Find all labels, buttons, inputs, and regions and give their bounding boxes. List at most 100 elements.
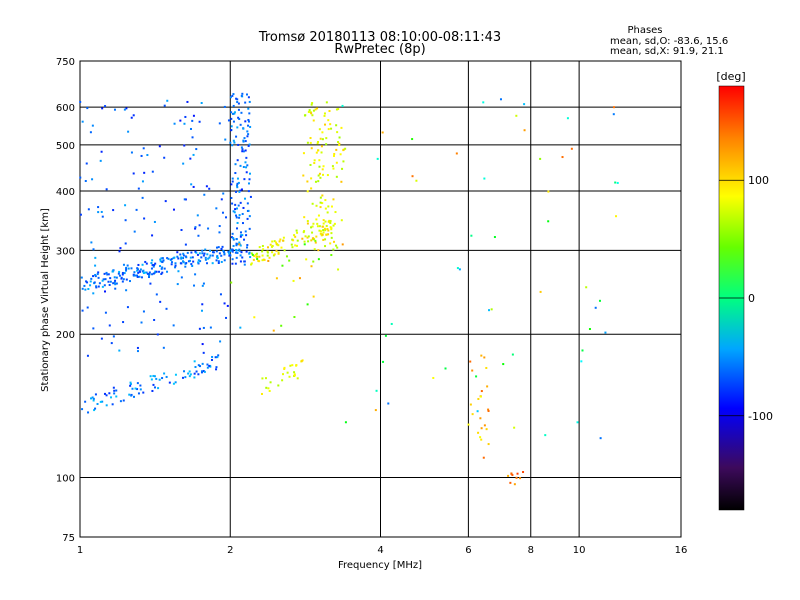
data-point-1-26 [105,394,108,397]
data-point-6-1 [293,373,296,376]
data-point-5-62 [321,168,324,171]
data-point-2-78 [97,206,100,209]
data-point-5-33 [306,222,309,225]
data-point-3-80 [231,232,234,235]
data-point-8-0 [522,471,525,474]
data-point-1-57 [115,395,118,398]
data-point-1-10 [115,389,118,392]
data-point-2-58 [149,282,152,285]
data-point-2-126 [136,346,139,349]
data-point-0-140 [216,256,219,259]
x-tick-label-3: 6 [465,545,471,556]
data-point-5-43 [332,154,335,157]
data-point-9-47 [566,117,569,120]
data-point-5-36 [324,123,327,126]
y-tick-label-2: 200 [56,330,75,341]
data-point-0-72 [154,262,157,265]
data-point-2-105 [104,105,107,108]
data-point-3-49 [247,209,250,212]
data-point-5-8 [310,177,313,180]
data-point-5-96 [319,201,322,204]
data-points [79,92,619,486]
data-point-3-113 [245,156,248,159]
data-point-1-36 [101,400,104,403]
data-point-0-39 [97,285,100,288]
data-point-9-18 [499,98,502,101]
data-point-4-21 [330,228,333,231]
data-point-4-54 [283,249,286,252]
data-point-3-10 [236,101,239,104]
data-point-0-201 [144,260,147,263]
data-point-3-54 [249,256,252,259]
data-point-2-85 [137,187,140,190]
data-point-2-81 [201,303,204,306]
data-point-9-38 [390,322,393,325]
data-point-0-178 [90,277,93,280]
data-point-1-33 [155,377,158,380]
data-point-0-207 [170,258,173,261]
data-point-3-29 [247,124,250,127]
data-point-5-80 [317,249,320,252]
data-point-2-5 [92,327,95,330]
data-point-0-111 [192,260,195,263]
data-point-3-42 [234,262,237,265]
data-point-9-14 [570,147,573,150]
data-point-5-65 [311,202,314,205]
data-point-2-7 [202,282,205,285]
data-point-10-7 [312,295,315,298]
data-point-0-144 [174,264,177,267]
data-point-0-33 [115,282,118,285]
data-point-5-106 [310,103,313,106]
colorbar-label: [deg] [716,70,745,83]
data-point-5-114 [334,211,337,214]
data-point-3-125 [238,214,241,217]
data-point-7-3 [471,413,474,416]
data-point-2-40 [130,151,133,154]
data-point-0-54 [209,249,212,252]
data-point-0-84 [94,275,97,278]
data-point-0-210 [148,276,151,279]
data-point-3-133 [237,143,240,146]
data-point-4-24 [312,238,315,241]
data-point-1-66 [193,376,196,379]
data-point-0-147 [238,248,241,251]
data-point-2-112 [140,154,143,157]
data-point-4-94 [261,259,264,262]
data-point-2-71 [114,287,117,290]
data-point-5-85 [316,142,319,145]
data-point-2-102 [207,227,210,230]
data-point-0-162 [206,262,209,265]
data-point-3-43 [237,116,240,119]
data-point-6-22 [260,392,263,395]
data-point-3-128 [236,227,239,230]
data-point-2-62 [193,284,196,287]
data-point-1-68 [81,408,84,411]
data-point-9-3 [594,306,597,309]
data-point-2-136 [201,343,204,346]
data-point-2-70 [164,200,167,203]
data-point-5-74 [324,207,327,210]
data-point-0-134 [133,271,136,274]
data-point-6-16 [261,377,264,380]
data-point-2-28 [215,207,218,210]
data-point-6-5 [267,387,270,390]
data-point-2-35 [92,248,95,251]
data-point-8-6 [513,483,516,486]
data-point-0-102 [130,267,133,270]
data-point-1-82 [103,392,106,395]
data-point-7-0 [483,424,486,427]
data-point-0-45 [216,255,219,258]
data-point-7-5 [485,366,488,369]
data-point-5-50 [321,202,324,205]
data-point-3-78 [249,195,252,198]
data-point-1-41 [108,392,111,395]
data-point-2-156 [198,327,201,330]
data-point-0-124 [204,258,207,261]
data-point-0-95 [137,263,140,266]
data-point-3-75 [229,250,232,253]
data-point-0-97 [198,252,201,255]
data-point-3-39 [239,201,242,204]
data-point-5-42 [333,222,336,225]
data-point-3-73 [235,216,238,219]
data-point-2-34 [180,276,183,279]
